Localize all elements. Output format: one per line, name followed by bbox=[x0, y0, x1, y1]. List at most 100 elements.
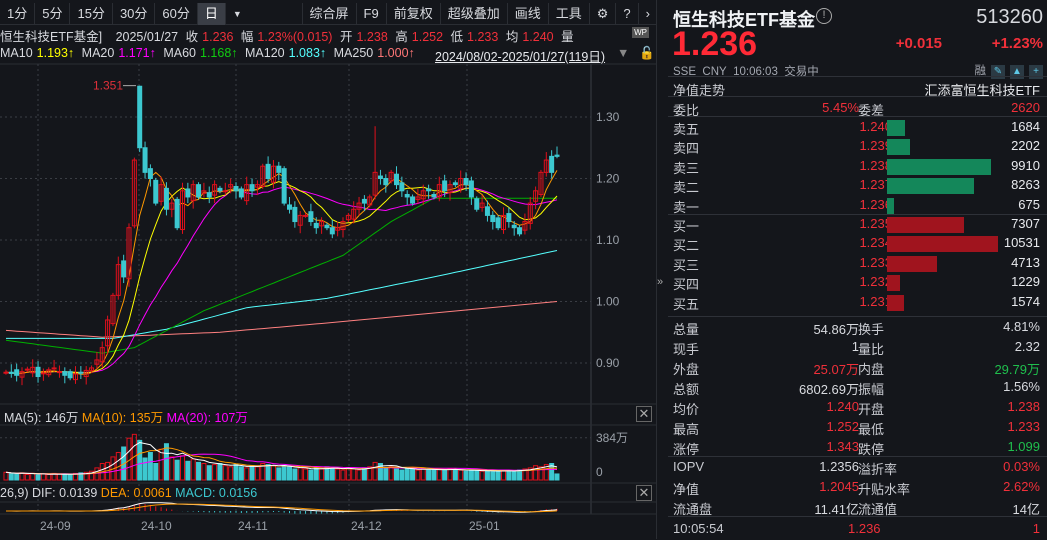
level-volume-bar bbox=[887, 197, 894, 214]
candle-body bbox=[83, 369, 89, 378]
info-icon[interactable]: ! bbox=[816, 8, 832, 24]
candle-body bbox=[522, 221, 528, 231]
volume-bar bbox=[163, 443, 169, 481]
volume-bar bbox=[527, 467, 533, 481]
edit-icon[interactable]: ✎ bbox=[991, 65, 1005, 79]
volume-bar bbox=[201, 463, 207, 481]
orderbook-row[interactable]: 卖三 1.238 9910 bbox=[668, 157, 1047, 176]
high-value: 1.252 bbox=[411, 30, 444, 44]
candle-body bbox=[158, 184, 164, 202]
stat-value: 14亿 bbox=[1012, 502, 1040, 517]
fund-name: 汇添富恒生科技ETF bbox=[924, 83, 1040, 98]
level-qty: 2202 bbox=[1011, 138, 1040, 154]
stat-value: 0.03% bbox=[1003, 459, 1040, 474]
period-60min[interactable]: 60分 bbox=[155, 2, 198, 25]
level-label: 买一 bbox=[673, 219, 700, 234]
order-ratio-value: 5.45% bbox=[822, 100, 859, 115]
volume-bar bbox=[452, 469, 458, 481]
close-macd-icon[interactable]: ✕ bbox=[636, 485, 652, 501]
kline-chart[interactable]: 1.30 1.20 1.10 1.00 0.90 24-09 24-10 24-11 24-12… bbox=[0, 0, 657, 539]
vol-ma10: MA(10): 135万 bbox=[81, 411, 164, 425]
candle-body bbox=[94, 359, 100, 365]
date-tick-label: 24-11 bbox=[238, 519, 268, 533]
macd-value: MACD: 0.0156 bbox=[175, 486, 258, 500]
price-tick-label: 1.00 bbox=[596, 295, 620, 309]
high-label: 高 bbox=[395, 30, 408, 44]
orderbook-row[interactable]: 卖四 1.239 2202 bbox=[668, 137, 1047, 156]
quote-code: 513260 bbox=[976, 6, 1043, 28]
draw-line-button[interactable]: 画线 bbox=[508, 2, 549, 25]
period-30min[interactable]: 30分 bbox=[113, 2, 156, 25]
f9-button[interactable]: F9 bbox=[357, 2, 387, 25]
stat-value: 1.252 bbox=[826, 419, 859, 434]
overlay-button[interactable]: 超级叠加 bbox=[441, 2, 508, 25]
stat-label: 总额 bbox=[673, 382, 700, 397]
close-volume-icon[interactable]: ✕ bbox=[636, 406, 652, 422]
orderbook-row[interactable]: 卖五 1.240 1684 bbox=[668, 118, 1047, 137]
wp-icon[interactable]: WP bbox=[632, 27, 649, 38]
collapse-panel-icon[interactable]: » bbox=[657, 276, 664, 288]
tools-button[interactable]: 工具 bbox=[549, 2, 590, 25]
chevron-right-icon[interactable]: › bbox=[645, 5, 650, 21]
candle-body bbox=[260, 165, 266, 187]
volume-bar bbox=[415, 469, 421, 481]
stat-label: 振幅 bbox=[858, 382, 885, 397]
level-price: 1.232 bbox=[859, 274, 892, 290]
orderbook-row[interactable]: 卖一 1.236 675 bbox=[668, 196, 1047, 215]
triangle-down-icon[interactable]: ▼ bbox=[617, 46, 630, 60]
open-value: 1.238 bbox=[356, 30, 388, 44]
level-volume-bar bbox=[887, 139, 910, 156]
orderbook-row[interactable]: 买四 1.232 1229 bbox=[668, 273, 1047, 292]
candle-body bbox=[543, 159, 549, 173]
level-volume-bar bbox=[887, 158, 991, 175]
orderbook-row[interactable]: 买一 1.235 7307 bbox=[668, 215, 1047, 234]
level-label: 卖二 bbox=[673, 180, 700, 196]
ma20-value: 1.171↑ bbox=[118, 46, 156, 60]
volume-bar bbox=[153, 463, 159, 481]
period-day[interactable]: 日 bbox=[197, 2, 226, 25]
nav-trend-link[interactable]: 净值走势 bbox=[673, 83, 726, 98]
order-diff-value: 2620 bbox=[1011, 100, 1040, 115]
ma60-line bbox=[5, 197, 557, 354]
stat-label: 跌停 bbox=[858, 442, 885, 457]
level-price: 1.233 bbox=[859, 254, 892, 270]
lock-icon[interactable]: 🔓 bbox=[639, 46, 655, 60]
date-range-link[interactable]: 2024/08/02-2025/01/27(119日) bbox=[435, 50, 606, 64]
orderbook-row[interactable]: 买五 1.231 1574 bbox=[668, 293, 1047, 312]
composite-screen-button[interactable]: 综合屏 bbox=[301, 2, 357, 25]
gear-icon[interactable]: ⚙ bbox=[590, 2, 617, 25]
level-price: 1.231 bbox=[859, 293, 892, 309]
level-qty: 7307 bbox=[1011, 216, 1040, 231]
ma250-line bbox=[5, 301, 558, 338]
candle-body bbox=[67, 371, 73, 379]
volume-bar bbox=[196, 461, 202, 481]
level-price: 1.238 bbox=[859, 157, 892, 173]
period-1min[interactable]: 1分 bbox=[0, 2, 36, 25]
tick-time: 10:05:54 bbox=[673, 521, 724, 536]
period-dropdown-icon[interactable]: ▼ bbox=[232, 8, 242, 19]
level-label: 买五 bbox=[673, 296, 700, 312]
candle-body bbox=[270, 165, 276, 183]
plus-icon[interactable]: + bbox=[1029, 65, 1043, 79]
candle-body bbox=[8, 371, 14, 374]
bell-icon[interactable]: ▲ bbox=[1010, 65, 1024, 79]
candle-body bbox=[89, 367, 95, 371]
level-price: 1.240 bbox=[859, 119, 892, 134]
orderbook-row[interactable]: 买三 1.233 4713 bbox=[668, 254, 1047, 273]
help-icon[interactable]: ? bbox=[616, 2, 639, 25]
candle-body bbox=[233, 185, 239, 192]
volume-bar bbox=[410, 468, 416, 481]
volume-bar bbox=[276, 467, 282, 481]
volume-bar bbox=[212, 464, 218, 481]
level-price: 1.237 bbox=[859, 177, 892, 193]
forward-adjust-button[interactable]: 前复权 bbox=[387, 2, 441, 25]
orderbook-row[interactable]: 买二 1.234 10531 bbox=[668, 234, 1047, 253]
period-15min[interactable]: 15分 bbox=[70, 2, 113, 25]
volume-bar bbox=[19, 472, 25, 481]
stat-label: 升贴水率 bbox=[858, 482, 911, 497]
period-5min[interactable]: 5分 bbox=[35, 2, 71, 25]
orderbook-row[interactable]: 卖二 1.237 8263 bbox=[668, 176, 1047, 195]
stat-row: 净值 1.2045 升贴水率 2.62% bbox=[668, 478, 1047, 498]
level-volume-bar bbox=[887, 275, 900, 292]
stat-label: 现手 bbox=[673, 342, 700, 357]
